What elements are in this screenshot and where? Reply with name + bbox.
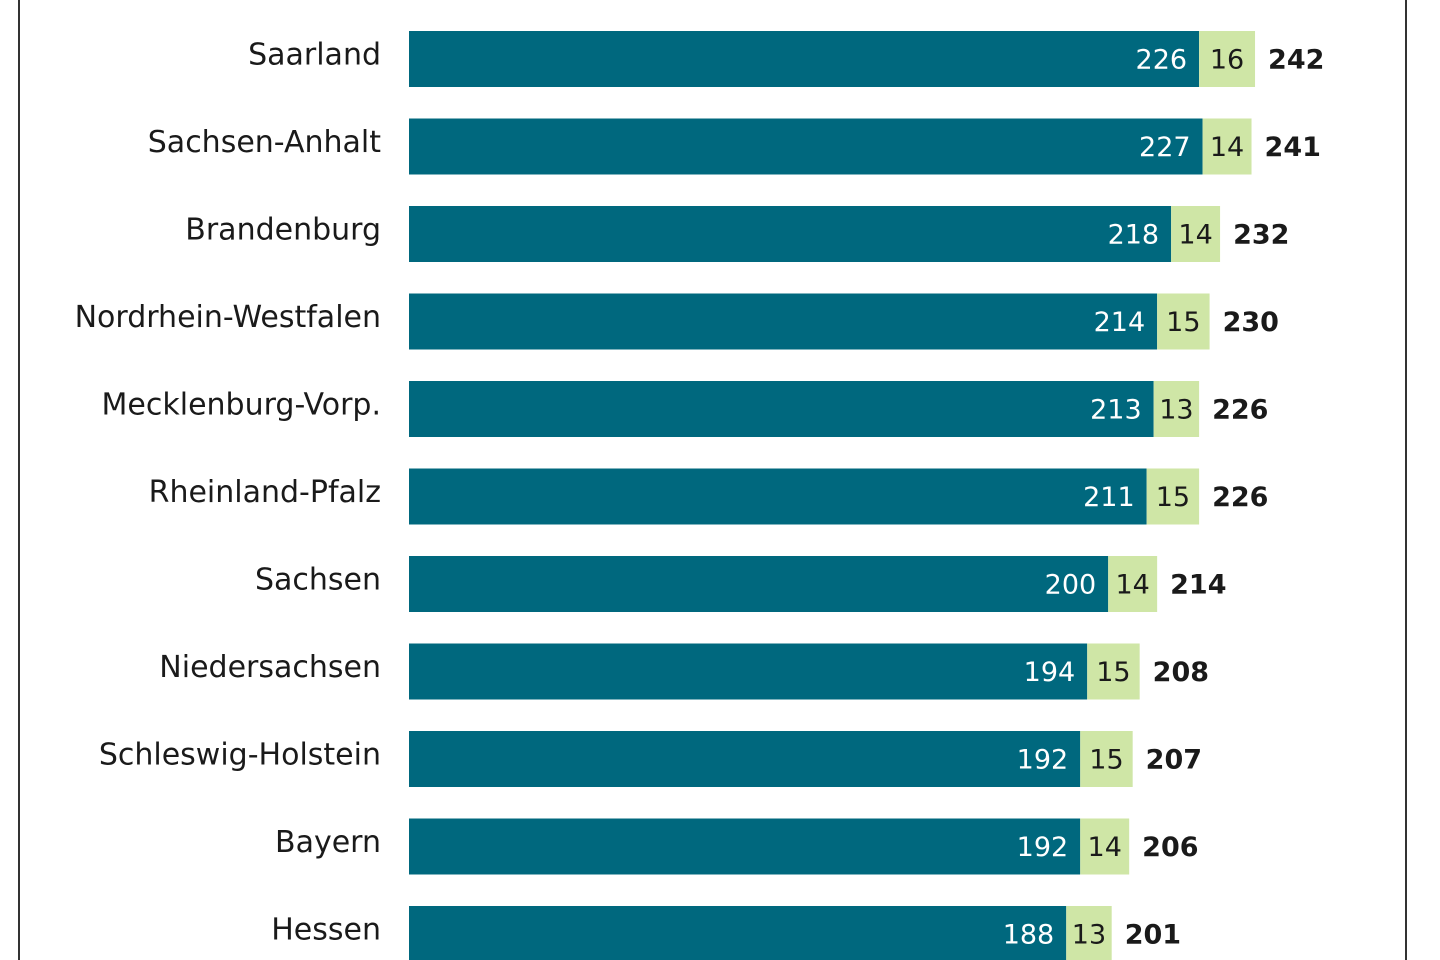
value-label: 211 [1083, 482, 1135, 513]
value-label: 13 [1072, 920, 1106, 951]
value-label: 192 [1017, 832, 1069, 863]
total-label: 214 [1170, 570, 1226, 601]
total-label: 232 [1233, 220, 1289, 251]
category-label: Bayern [275, 825, 381, 860]
value-label: 214 [1094, 307, 1146, 338]
bar-segment [409, 118, 1203, 175]
category-label: Hessen [271, 913, 381, 948]
bar-segment [409, 31, 1200, 87]
bar-segment [409, 643, 1088, 700]
value-label: 227 [1139, 132, 1191, 163]
bar-segment [1202, 118, 1252, 175]
bar-segment [409, 206, 1172, 262]
value-label: 15 [1166, 307, 1200, 338]
value-label: 188 [1003, 920, 1055, 951]
bar-segment [1087, 643, 1140, 700]
category-label: Sachsen [255, 563, 381, 598]
total-label: 207 [1146, 745, 1202, 776]
category-label: Brandenburg [185, 213, 381, 248]
value-label: 226 [1136, 45, 1188, 76]
value-label: 15 [1156, 482, 1190, 513]
bar-segment [409, 818, 1081, 875]
total-label: 201 [1125, 920, 1181, 951]
value-label: 16 [1210, 45, 1244, 76]
bar-segment [1108, 556, 1158, 612]
bar-segment [409, 556, 1109, 612]
value-label: 14 [1210, 132, 1244, 163]
total-label: 226 [1212, 395, 1268, 426]
value-label: 14 [1115, 570, 1149, 601]
value-label: 200 [1045, 570, 1097, 601]
bar-segment [409, 381, 1154, 437]
value-label: 15 [1089, 745, 1123, 776]
total-label: 226 [1212, 482, 1268, 513]
bar-segment [1080, 731, 1133, 787]
bar-segment [1080, 818, 1130, 875]
value-label: 192 [1017, 745, 1069, 776]
category-label: Schleswig-Holstein [99, 738, 381, 773]
bar-segment [409, 293, 1158, 350]
bar-segment [409, 731, 1081, 787]
total-label: 206 [1142, 832, 1198, 863]
value-label: 14 [1088, 832, 1122, 863]
total-label: 241 [1265, 132, 1321, 163]
value-label: 15 [1096, 657, 1130, 688]
total-label: 208 [1153, 657, 1209, 688]
category-label: Nordrhein-Westfalen [75, 300, 381, 335]
category-label: Mecklenburg-Vorp. [102, 388, 381, 423]
category-label: Niedersachsen [159, 650, 381, 685]
category-label: Saarland [248, 38, 381, 73]
bar-segment [1199, 31, 1256, 87]
value-label: 213 [1090, 395, 1142, 426]
bar-segment [409, 468, 1147, 525]
category-label: Sachsen-Anhalt [148, 125, 381, 160]
value-label: 14 [1178, 220, 1212, 251]
value-label: 194 [1024, 657, 1076, 688]
bar-segment [1153, 381, 1200, 437]
bar-segment [1066, 906, 1112, 960]
bar-segment [1146, 468, 1200, 525]
category-label: Rheinland-Pfalz [149, 475, 381, 510]
bar-segment [1171, 206, 1221, 262]
value-label: 13 [1159, 395, 1193, 426]
bar-segment [1157, 293, 1210, 350]
total-label: 230 [1223, 307, 1279, 338]
value-label: 218 [1108, 220, 1160, 251]
bar-segment [409, 906, 1067, 960]
total-label: 242 [1268, 45, 1324, 76]
